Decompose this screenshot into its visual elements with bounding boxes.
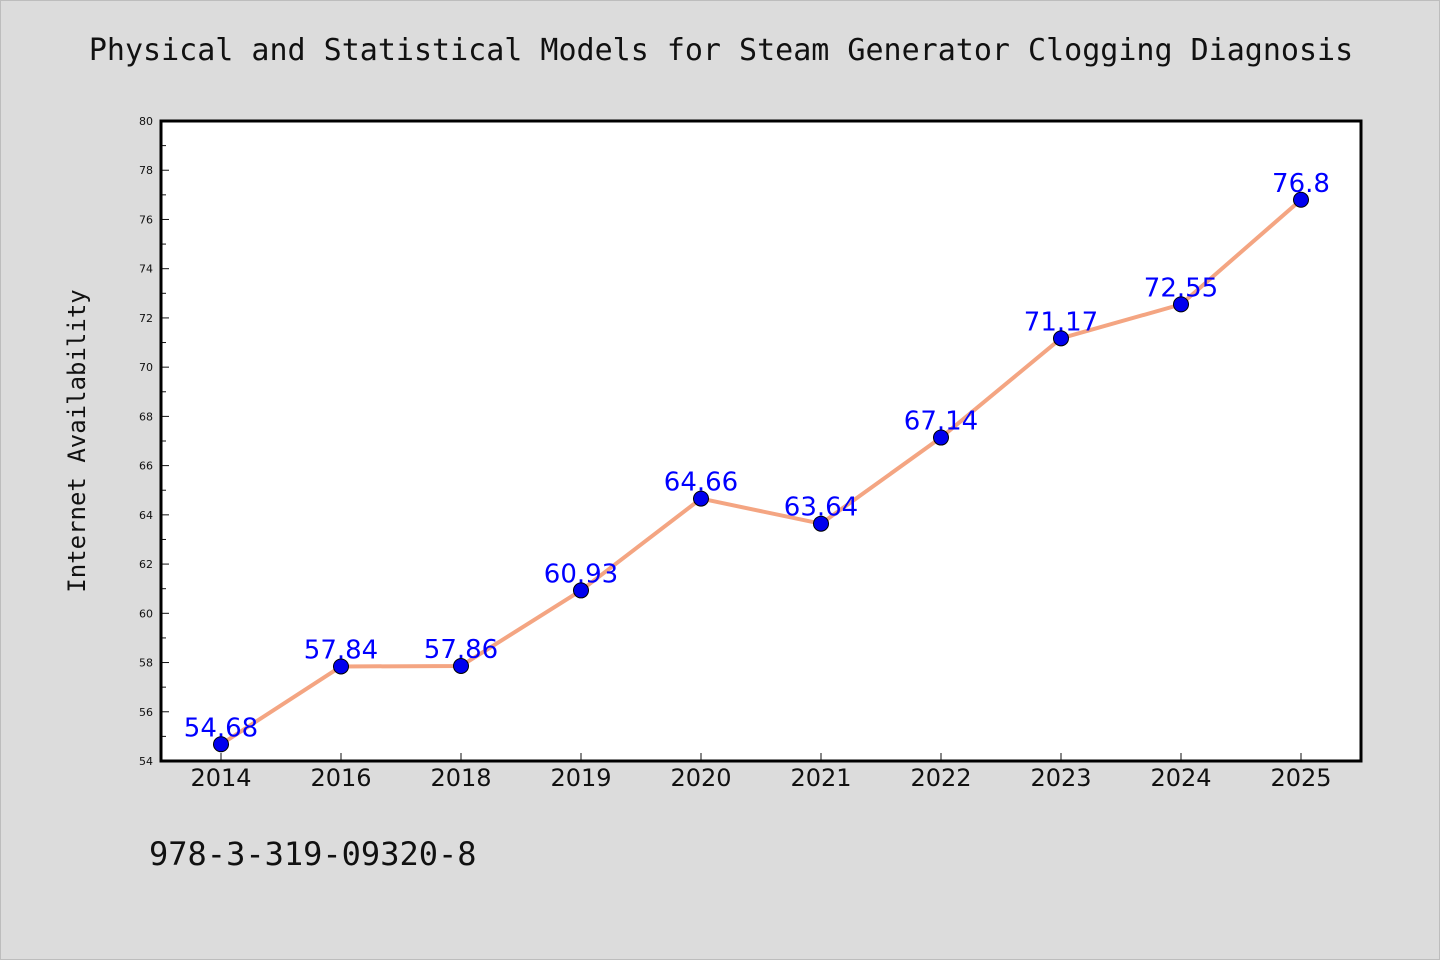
y-tick-label: 54 [139,755,153,768]
y-tick-label: 68 [139,410,153,423]
y-tick-label: 66 [139,460,153,473]
x-tick-label: 2022 [910,764,971,792]
data-label: 64.66 [664,468,738,498]
x-tick-label: 2020 [670,764,731,792]
data-point [453,657,469,674]
data-label: 54.68 [184,713,258,743]
data-point [1173,296,1189,313]
y-tick-label: 72 [139,312,153,325]
data-point [333,658,349,675]
data-point [573,582,589,599]
data-point [933,429,949,446]
data-point [813,515,829,532]
y-tick-label: 74 [139,263,153,276]
plot-frame [159,119,1363,763]
series-line [219,197,1303,747]
y-tick-label: 60 [139,607,153,620]
data-label: 67.14 [904,407,978,437]
chart-title: Physical and Statistical Models for Stea… [88,33,1354,68]
data-label: 57.86 [424,635,498,665]
data-point [693,490,709,507]
y-tick-label: 64 [139,509,153,522]
y-tick-label: 76 [139,213,153,226]
y-tick-label: 70 [139,361,153,374]
x-tick-label: 2014 [190,764,251,792]
x-tick-label: 2021 [790,764,851,792]
x-tick-label: 2024 [1150,764,1211,792]
data-label: 57.84 [304,635,378,665]
data-label: 71.17 [1024,307,1098,337]
plot-area [161,121,1361,761]
y-tick-label: 80 [139,115,153,128]
data-label: 63.64 [784,493,858,523]
x-tick-label: 2018 [430,764,491,792]
x-tick-label: 2019 [550,764,611,792]
y-tick-label: 56 [139,706,153,719]
data-point [1053,330,1069,347]
data-label: 72.55 [1144,273,1218,303]
data-label: 60.93 [544,559,618,589]
x-tick-label: 2023 [1030,764,1091,792]
y-tick-label: 58 [139,657,153,670]
y-tick-label: 78 [139,164,153,177]
footer-code: 978-3-319-09320-8 [149,835,477,873]
data-point [213,736,229,753]
data-point [1293,191,1309,208]
y-axis-label: Internet Availability [63,289,91,592]
x-tick-label: 2016 [310,764,371,792]
y-tick-label: 62 [139,558,153,571]
data-label: 76.8 [1272,169,1330,199]
x-tick-label: 2025 [1270,764,1331,792]
